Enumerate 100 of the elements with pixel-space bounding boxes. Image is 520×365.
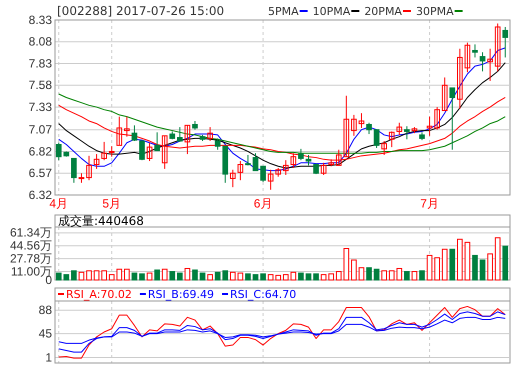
- legend-label: RSI_A:70.02: [66, 288, 132, 301]
- x-tick-label: 5月: [102, 196, 122, 211]
- bar: [434, 257, 440, 280]
- candlestick: [268, 169, 274, 190]
- bar: [56, 272, 62, 280]
- bar: [184, 268, 190, 280]
- candlestick: [480, 52, 486, 72]
- bar: [374, 268, 380, 280]
- candlestick: [313, 163, 319, 175]
- y-tick-label: 1: [45, 350, 52, 364]
- y-tick-label: 45: [38, 326, 52, 340]
- y-tick-label: 8.33: [28, 12, 52, 27]
- candlestick: [351, 114, 357, 136]
- legend-label: RSI_C:64.70: [230, 288, 296, 301]
- bar: [230, 272, 236, 280]
- candlestick: [320, 162, 326, 176]
- bar: [358, 267, 364, 280]
- bar: [487, 253, 493, 280]
- legend-label: 30PMA: [416, 5, 454, 18]
- candlestick: [230, 169, 236, 188]
- y-tick-label: 7.83: [28, 56, 52, 70]
- bar: [275, 274, 282, 280]
- bar: [207, 274, 213, 280]
- y-tick-label: 7.33: [28, 100, 52, 114]
- bar: [343, 248, 350, 280]
- bar: [268, 274, 274, 280]
- candlestick: [94, 154, 100, 170]
- candlestick: [442, 76, 448, 112]
- y-tick-label: 6.82: [28, 144, 52, 158]
- bar: [124, 268, 130, 280]
- y-tick-label: 6.57: [28, 166, 52, 180]
- candlestick: [396, 122, 402, 136]
- legend-label: RSI_B:69.49: [148, 288, 214, 301]
- candlestick: [132, 124, 138, 142]
- chart-title: 成交量:440468: [58, 214, 144, 228]
- bar: [351, 260, 357, 280]
- legend-label: 20PMA: [364, 5, 402, 18]
- candlestick: [238, 160, 244, 181]
- bar: [162, 268, 168, 280]
- line-series: [58, 306, 506, 359]
- bar: [146, 272, 152, 280]
- bar: [381, 270, 388, 280]
- y-tick-label: 44.56万: [10, 238, 52, 253]
- bar: [419, 270, 425, 280]
- chart-title: [002288] 2017-07-26 15:00: [57, 4, 224, 18]
- candlestick: [71, 158, 77, 184]
- bar: [366, 267, 372, 280]
- bar: [457, 238, 463, 280]
- y-tick-label: 8.08: [28, 34, 52, 49]
- candlestick: [184, 124, 190, 155]
- candlestick: [298, 148, 304, 161]
- bar: [396, 268, 402, 280]
- candlestick: [502, 26, 508, 58]
- candlestick: [282, 160, 289, 176]
- candlestick: [306, 154, 312, 166]
- candlestick: [472, 44, 478, 58]
- candlestick: [154, 132, 160, 152]
- candlestick: [426, 116, 432, 136]
- bar: [222, 270, 228, 280]
- bar: [449, 248, 456, 280]
- x-tick-label: 7月: [420, 196, 439, 211]
- bar: [442, 248, 448, 280]
- candlestick: [494, 22, 501, 72]
- candlestick: [434, 106, 440, 130]
- candlestick: [124, 116, 130, 138]
- bar: [116, 268, 122, 280]
- candlestick: [108, 146, 115, 158]
- candlestick: [388, 130, 395, 148]
- candlestick: [404, 126, 410, 140]
- bar: [328, 273, 334, 280]
- candlestick: [487, 48, 493, 82]
- bar: [71, 270, 77, 280]
- y-tick-label: 7.07: [28, 122, 52, 137]
- y-tick-label: 61.34万: [10, 226, 52, 240]
- bar: [502, 246, 508, 280]
- bar: [290, 272, 296, 280]
- y-tick-label: 88: [38, 303, 52, 318]
- y-tick-label: 7.58: [28, 78, 52, 92]
- candlestick: [207, 126, 213, 142]
- candlestick: [101, 141, 107, 161]
- bar: [63, 274, 70, 280]
- bar: [154, 270, 160, 280]
- candlestick: [116, 116, 122, 146]
- y-tick-label: 27.78万: [10, 252, 52, 266]
- candlestick: [457, 48, 463, 110]
- bar: [388, 270, 395, 280]
- bar: [238, 272, 244, 280]
- candlestick: [449, 87, 456, 150]
- bar: [336, 271, 342, 280]
- candlestick: [381, 140, 388, 156]
- line-series: [58, 311, 506, 353]
- bar: [214, 272, 221, 280]
- bar: [320, 274, 326, 280]
- bar: [176, 272, 183, 280]
- candlestick: [374, 129, 380, 148]
- bar: [412, 271, 418, 280]
- bar: [108, 274, 115, 280]
- candlestick: [366, 122, 372, 135]
- legend-label: 5PMA: [268, 5, 300, 18]
- candlestick: [214, 138, 221, 150]
